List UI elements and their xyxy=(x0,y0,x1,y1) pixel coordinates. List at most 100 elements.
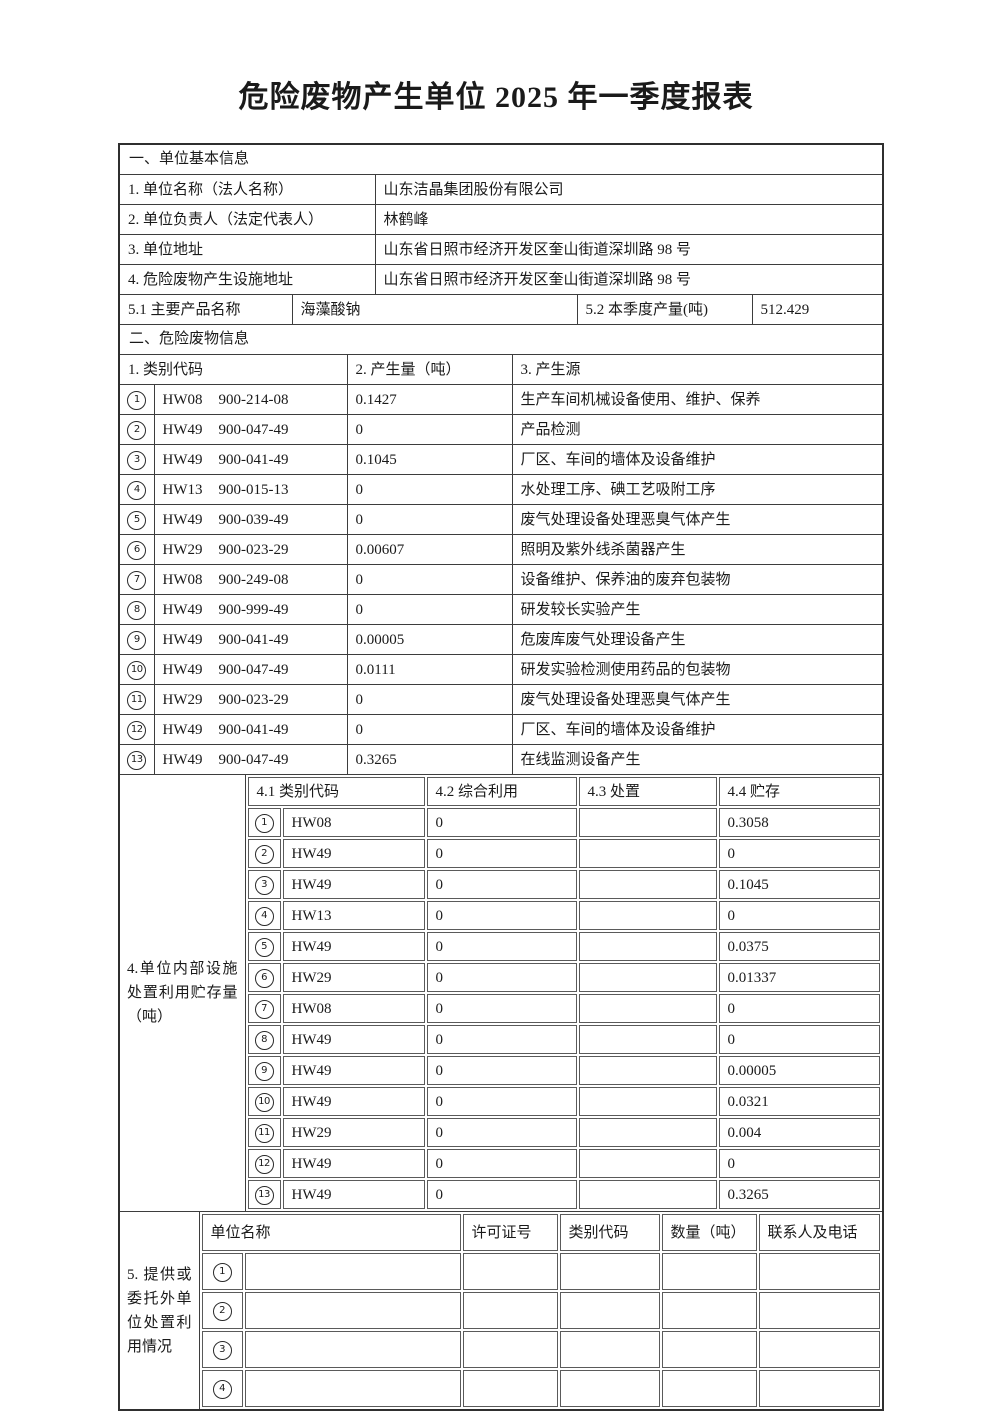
cell-hw-code: HW49 xyxy=(282,839,425,868)
table-row: 1. 单位名称（法人名称） 山东洁晶集团股份有限公司 xyxy=(120,174,882,205)
field-label-unit-address: 3. 单位地址 xyxy=(120,234,375,265)
col-header-unit-name: 单位名称 xyxy=(201,1214,461,1251)
cell-source: 生产车间机械设备使用、维护、保养 xyxy=(511,384,882,415)
cell-unit-name xyxy=(244,1370,461,1407)
field-label-unit-name: 1. 单位名称（法人名称） xyxy=(128,181,294,198)
cell-hw-code: HW08 xyxy=(282,808,425,837)
section4-label: 4.单位内部设施处置利用贮存量（吨） xyxy=(127,961,238,1025)
cell-generated-amount: 0 xyxy=(346,564,513,595)
cell-dispose xyxy=(578,1118,717,1147)
field-value-unit-address: 山东省日照市经济开发区奎山街道深圳路 98 号 xyxy=(374,234,882,265)
table-row: 5.1 主要产品名称 海藻酸钠 5.2 本季度产量(吨) 512.429 xyxy=(120,294,882,324)
row-number-cell: 2 xyxy=(201,1292,243,1329)
cell-permit-no xyxy=(462,1292,558,1329)
cell-recycle: 0 xyxy=(426,1180,577,1209)
cell-storage: 0 xyxy=(718,994,880,1023)
cell-generated-amount: 0.3265 xyxy=(346,744,513,774)
cell-dispose xyxy=(578,1056,717,1085)
cell-amount xyxy=(661,1292,757,1329)
cell-storage: 0.0375 xyxy=(718,932,880,961)
table-row: 8 HW49 900-999-49 0 研发较长实验产生 xyxy=(120,594,882,625)
table-row: 2 HW49 900-047-49 0 产品检测 xyxy=(120,414,882,445)
cell-generated-amount: 0 xyxy=(346,414,513,445)
row-number-cell: 1 xyxy=(201,1253,243,1290)
cell-generated-amount: 0 xyxy=(346,474,513,505)
cell-recycle: 0 xyxy=(426,1056,577,1085)
cell-category-code: HW49 900-039-49 xyxy=(153,504,348,535)
cell-storage: 0.01337 xyxy=(718,963,880,992)
waste-code: 900-047-49 xyxy=(218,751,289,768)
cell-recycle: 0 xyxy=(426,808,577,837)
table-row: 1 HW08 0 0.3058 xyxy=(247,808,880,837)
cell-generated-amount: 0.1045 xyxy=(346,444,513,475)
table-row: 2 xyxy=(201,1292,880,1329)
table-row: 5 HW49 900-039-49 0 废气处理设备处理恶臭气体产生 xyxy=(120,504,882,535)
table-row: 3 HW49 900-041-49 0.1045 厂区、车间的墙体及设备维护 xyxy=(120,444,882,475)
table-row: 5. 提供或委托外单位处置利用情况 单位名称 许可证号 类别代码 数量（吨） 联… xyxy=(120,1211,882,1409)
row-number-badge: 8 xyxy=(127,600,147,620)
cell-recycle: 0 xyxy=(426,1087,577,1116)
field-label-quarter-output: 5.2 本季度产量(吨) xyxy=(576,294,752,324)
cell-dispose xyxy=(578,994,717,1023)
cell-hw-code: HW49 xyxy=(282,870,425,899)
cell-source: 厂区、车间的墙体及设备维护 xyxy=(511,714,882,745)
hw-code: HW29 xyxy=(162,541,203,558)
row-number-badge: 7 xyxy=(127,570,147,590)
row-number-cell: 8 xyxy=(247,1025,281,1054)
cell-dispose xyxy=(578,870,717,899)
row-number-cell: 3 xyxy=(247,870,281,899)
row-number-badge: 13 xyxy=(254,1185,274,1205)
cell-source: 设备维护、保养油的废弃包装物 xyxy=(511,564,882,595)
section1-header: 一、单位基本信息 xyxy=(129,151,250,167)
cell-permit-no xyxy=(462,1370,558,1407)
cell-generated-amount: 0 xyxy=(346,684,513,715)
hw-code: HW29 xyxy=(162,691,203,708)
table-row: 5 HW49 0 0.0375 xyxy=(247,932,880,961)
cell-generated-amount: 0.0111 xyxy=(346,654,513,685)
row-number-badge: 4 xyxy=(212,1379,232,1399)
cell-storage: 0 xyxy=(718,1025,880,1054)
cell-category-code: HW29 900-023-29 xyxy=(153,684,348,715)
table-header-row: 单位名称 许可证号 类别代码 数量（吨） 联系人及电话 xyxy=(201,1214,880,1251)
row-number-cell: 5 xyxy=(247,932,281,961)
cell-contact xyxy=(758,1331,880,1368)
col-header-recycle: 4.2 综合利用 xyxy=(426,777,577,806)
cell-hw-code: HW49 xyxy=(282,1180,425,1209)
cell-storage: 0.1045 xyxy=(718,870,880,899)
cell-category-code: HW49 900-999-49 xyxy=(153,594,348,625)
row-number-badge: 11 xyxy=(127,690,147,710)
cell-category-code: HW49 900-047-49 xyxy=(153,654,348,685)
table-row: 9 HW49 0 0.00005 xyxy=(247,1056,880,1085)
section4-subtable-cell: 4.1 类别代码 4.2 综合利用 4.3 处置 4.4 贮存 1 HW08 0 0.… xyxy=(244,774,882,1211)
row-number-badge: 6 xyxy=(127,540,147,560)
col-header-generated-amount: 2. 产生量（吨） xyxy=(346,354,513,385)
cell-generated-amount: 0.00005 xyxy=(346,624,513,655)
section5-subtable-cell: 单位名称 许可证号 类别代码 数量（吨） 联系人及电话 1 2 3 4 xyxy=(198,1211,882,1409)
row-number-cell: 3 xyxy=(120,444,154,475)
waste-code: 900-039-49 xyxy=(218,511,289,528)
cell-storage: 0.3265 xyxy=(718,1180,880,1209)
cell-generated-amount: 0.1427 xyxy=(346,384,513,415)
table-row: 2. 单位负责人（法定代表人） 林鹤峰 xyxy=(120,204,882,235)
cell-source: 照明及紫外线杀菌器产生 xyxy=(511,534,882,565)
cell-contact xyxy=(758,1253,880,1290)
cell-hw-code: HW49 xyxy=(282,932,425,961)
row-number-cell: 13 xyxy=(120,744,154,774)
cell-recycle: 0 xyxy=(426,1149,577,1178)
hw-code: HW49 xyxy=(162,451,203,468)
col-header-category-code: 类别代码 xyxy=(559,1214,660,1251)
cell-category-code: HW08 900-214-08 xyxy=(153,384,348,415)
table-row: 3 HW49 0 0.1045 xyxy=(247,870,880,899)
row-number-cell: 6 xyxy=(120,534,154,565)
cell-category-code: HW49 900-041-49 xyxy=(153,714,348,745)
cell-dispose xyxy=(578,1149,717,1178)
table-row: 4 HW13 900-015-13 0 水处理工序、碘工艺吸附工序 xyxy=(120,474,882,505)
row-number-badge: 3 xyxy=(254,875,274,895)
row-number-cell: 6 xyxy=(247,963,281,992)
cell-source: 废气处理设备处理恶臭气体产生 xyxy=(511,504,882,535)
row-number-cell: 1 xyxy=(247,808,281,837)
cell-hw-code: HW08 xyxy=(282,994,425,1023)
row-number-cell: 11 xyxy=(247,1118,281,1147)
field-value-unit-name: 山东洁晶集团股份有限公司 xyxy=(374,174,882,205)
cell-unit-name xyxy=(244,1331,461,1368)
